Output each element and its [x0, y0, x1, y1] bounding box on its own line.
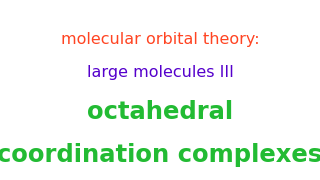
Text: coordination complexes: coordination complexes [0, 143, 320, 167]
Text: molecular orbital theory:: molecular orbital theory: [61, 32, 259, 47]
Text: octahedral: octahedral [87, 100, 233, 124]
Text: large molecules III: large molecules III [87, 64, 233, 80]
